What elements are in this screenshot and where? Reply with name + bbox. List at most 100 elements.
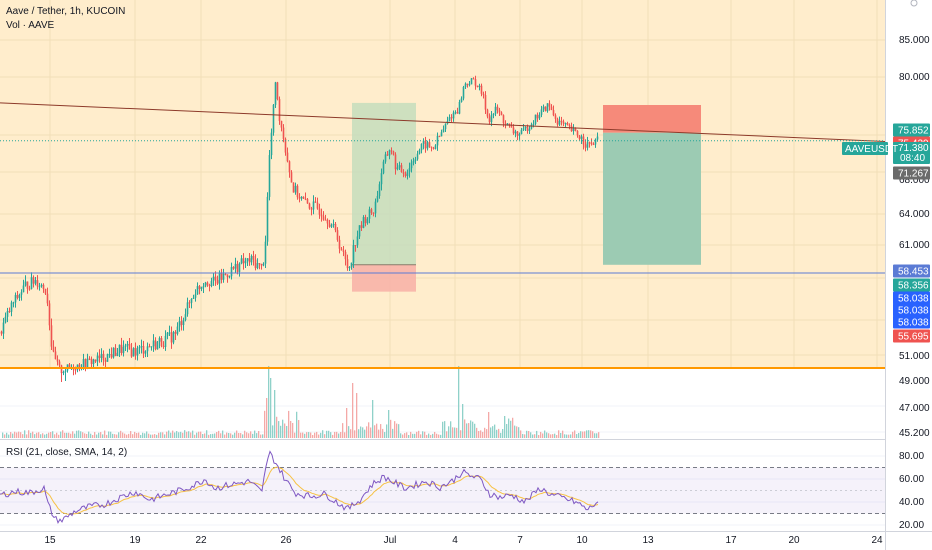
volume-bar <box>448 426 450 438</box>
volume-bar <box>598 432 600 438</box>
candle-body <box>266 196 269 242</box>
drawn-lines[interactable] <box>0 102 886 369</box>
candle-body <box>404 173 407 176</box>
candle-body <box>52 346 55 352</box>
volume-bar <box>338 433 340 438</box>
candle-body <box>502 115 505 124</box>
candle-body <box>316 202 319 209</box>
candle-body <box>126 343 129 346</box>
volume-bar <box>244 430 246 438</box>
candle-body <box>90 358 93 364</box>
volume-bar <box>26 434 28 438</box>
volume-bar <box>332 434 334 438</box>
volume-bar <box>480 430 482 438</box>
candle-body <box>408 168 411 172</box>
candle-body <box>406 171 409 176</box>
candle-body <box>470 78 473 85</box>
candle-body <box>58 361 61 366</box>
candle-body <box>130 349 133 357</box>
volume-bar <box>554 433 556 438</box>
gear-icon[interactable] <box>910 0 918 7</box>
candle-body <box>432 147 435 149</box>
volume-bar <box>148 433 150 438</box>
volume-bar <box>188 431 190 438</box>
volume-bar <box>364 429 366 438</box>
volume-bar <box>562 430 564 438</box>
price-axis-label: 49.000 <box>899 376 930 387</box>
candle-body <box>312 201 315 210</box>
volume-bar <box>208 434 210 438</box>
candle-body <box>364 217 367 224</box>
candle-body <box>150 346 153 348</box>
candle-body <box>386 154 389 156</box>
candle-body <box>154 340 157 350</box>
long-position-target-zone <box>352 102 416 265</box>
volume-bar <box>4 434 6 438</box>
volume-bar <box>118 432 120 438</box>
volume-bar <box>140 434 142 438</box>
volume-bar <box>444 421 446 438</box>
volume-bar <box>326 430 328 438</box>
volume-bar <box>2 432 4 438</box>
volume-bar <box>74 433 76 438</box>
volume-bar <box>220 433 222 438</box>
volume-bar <box>226 432 228 438</box>
time-axis-label: Jul <box>384 535 397 546</box>
volume-bar <box>582 431 584 438</box>
volume-bar <box>306 432 308 438</box>
volume-bar <box>424 431 426 438</box>
volume-bar <box>82 432 84 438</box>
price-axis-label: 45.200 <box>899 428 930 439</box>
position-tools[interactable] <box>352 102 701 292</box>
candle-body <box>98 355 101 358</box>
candle-body <box>352 245 355 263</box>
volume-bar <box>560 432 562 438</box>
volume-bar <box>410 431 412 438</box>
candle-body <box>92 359 95 364</box>
candle-body <box>520 129 523 135</box>
volume-bar <box>54 434 56 438</box>
volume-bar <box>530 432 532 438</box>
candle-body <box>498 110 501 113</box>
candle-body <box>486 109 489 117</box>
volume-bar <box>96 434 98 438</box>
candle-body <box>464 83 467 88</box>
volume-bar <box>150 434 152 438</box>
volume-bar <box>100 432 102 438</box>
volume-bar <box>138 432 140 438</box>
volume-bar <box>576 434 578 438</box>
volume-bar <box>520 430 522 438</box>
candle-body <box>380 173 383 185</box>
candle-body <box>340 248 343 251</box>
volume-bar <box>498 428 500 438</box>
candle-body <box>10 302 13 312</box>
candle-body <box>284 138 287 153</box>
candle-body <box>24 281 27 286</box>
price-axis-label: 68.000 <box>899 175 930 186</box>
candle-body <box>516 131 519 136</box>
volume-bar <box>316 431 318 438</box>
grid-lines <box>0 0 885 526</box>
candle-body <box>336 230 339 240</box>
candle-body <box>568 125 571 127</box>
volume-bar <box>66 432 68 438</box>
volume-bar <box>294 432 296 438</box>
price-badge-label: 75.852 <box>898 126 929 137</box>
candle-body <box>366 218 369 224</box>
candle-body <box>20 292 23 295</box>
candle-body <box>468 84 471 86</box>
price-axis-label: 80.000 <box>899 72 930 83</box>
volume-bar <box>504 416 506 438</box>
candle-body <box>240 258 243 264</box>
candle-body <box>36 280 39 287</box>
volume-bar <box>378 429 380 438</box>
candle-body <box>186 302 189 315</box>
volume-bar <box>458 366 460 438</box>
volume-bar <box>390 419 392 438</box>
candle-body <box>450 117 453 119</box>
volume-bar <box>162 432 164 438</box>
volume-bar <box>164 434 166 438</box>
volume-bar <box>320 432 322 438</box>
